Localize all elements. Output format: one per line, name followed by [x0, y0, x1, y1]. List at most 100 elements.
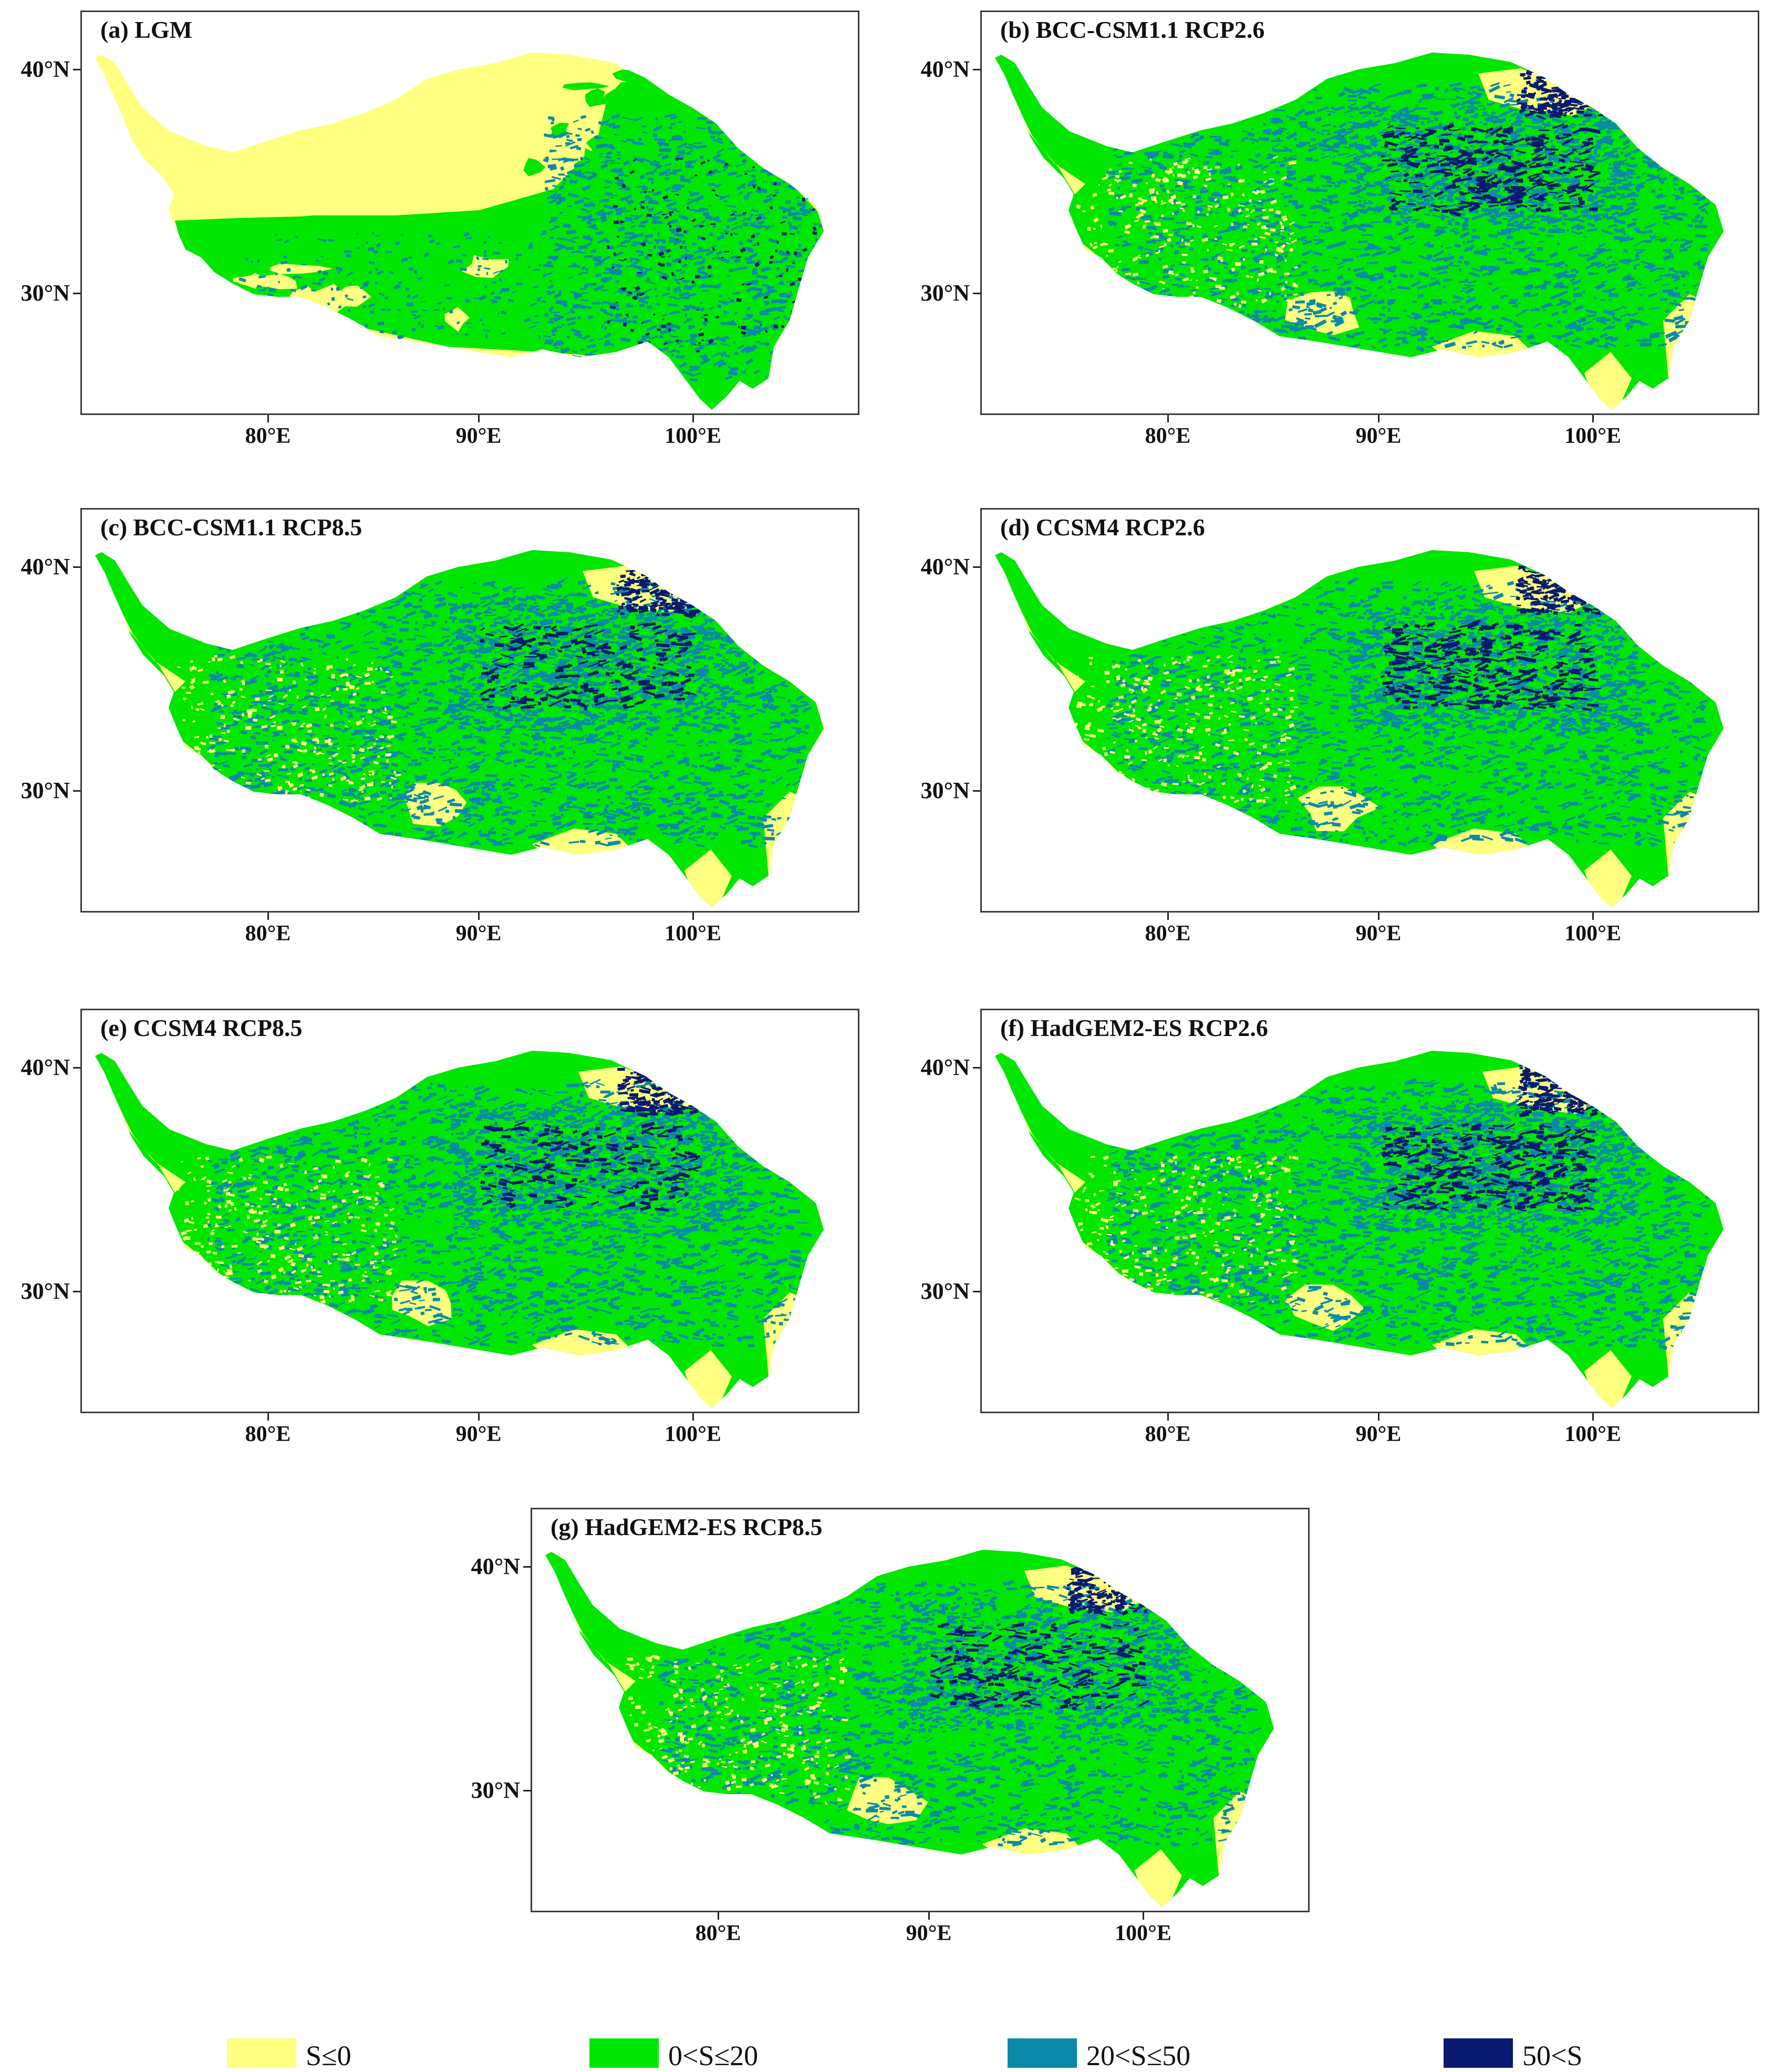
- blue-speckle: [1459, 195, 1466, 198]
- blue-speckle: [1376, 247, 1382, 251]
- blue-speckle: [1415, 104, 1419, 107]
- yellow-speckle: [1105, 255, 1108, 257]
- blue-speckle: [746, 248, 754, 253]
- blue-speckle: [1603, 179, 1606, 182]
- blue-speckle: [1200, 204, 1210, 208]
- blue-speckle: [1327, 148, 1339, 153]
- blue-speckle: [1471, 267, 1482, 272]
- blue-speckle: [1477, 305, 1482, 310]
- blue-speckle: [734, 222, 738, 225]
- blue-speckle: [1156, 232, 1163, 236]
- navy-speckle: [769, 255, 774, 260]
- blue-speckle: [662, 292, 670, 297]
- blue-speckle: [724, 354, 730, 358]
- blue-speckle: [742, 159, 747, 163]
- blue-speckle: [372, 232, 375, 235]
- blue-speckle: [1248, 158, 1259, 163]
- blue-speckle: [359, 715, 365, 718]
- blue-speckle: [1321, 153, 1325, 156]
- blue-speckle: [733, 352, 739, 355]
- blue-speckle: [1674, 330, 1684, 336]
- navy-speckle: [756, 242, 760, 246]
- blue-speckle: [1137, 245, 1144, 251]
- blue-speckle: [1134, 170, 1138, 173]
- blue-speckle: [1529, 250, 1534, 254]
- blue-speckle: [620, 239, 628, 245]
- yellow-speckle: [1215, 284, 1221, 288]
- blue-speckle: [672, 169, 682, 173]
- blue-speckle: [666, 201, 677, 208]
- blue-speckle: [750, 223, 761, 229]
- yellow-speckle: [1189, 295, 1194, 299]
- blue-speckle: [673, 286, 681, 292]
- blue-speckle: [699, 764, 704, 768]
- blue-speckle: [455, 259, 463, 263]
- yellow-speckle: [1116, 266, 1119, 268]
- blue-speckle: [1271, 148, 1278, 152]
- blue-speckle: [437, 302, 442, 305]
- blue-speckle: [1644, 240, 1652, 243]
- blue-speckle: [1469, 86, 1480, 89]
- blue-speckle: [693, 142, 703, 144]
- blue-speckle: [1605, 335, 1613, 340]
- blue-speckle: [579, 172, 586, 176]
- blue-speckle: [1107, 220, 1117, 226]
- yellow-speckle: [1222, 195, 1229, 200]
- blue-speckle: [686, 198, 697, 206]
- blue-speckle: [385, 251, 393, 253]
- blue-speckle: [584, 255, 593, 258]
- blue-speckle: [1383, 328, 1393, 335]
- blue-speckle: [1289, 230, 1292, 231]
- blue-speckle: [697, 117, 707, 120]
- blue-speckle: [570, 236, 579, 240]
- blue-speckle: [1623, 233, 1627, 236]
- navy-speckle: [765, 329, 768, 333]
- navy-streak: [1501, 163, 1505, 167]
- yellow-patch: [265, 298, 304, 324]
- blue-speckle: [764, 375, 767, 378]
- blue-speckle: [1414, 328, 1417, 331]
- blue-speckle: [688, 176, 694, 181]
- blue-speckle: [1508, 302, 1517, 304]
- blue-speckle: [1609, 292, 1619, 298]
- blue-speckle: [1606, 208, 1611, 213]
- blue-speckle: [1373, 322, 1377, 324]
- blue-speckle: [1255, 237, 1260, 242]
- blue-speckle: [1569, 278, 1575, 283]
- blue-speckle: [1517, 120, 1524, 123]
- yellow-patch: [339, 285, 371, 307]
- blue-speckle: [1437, 282, 1440, 286]
- blue-speckle: [1275, 132, 1282, 135]
- blue-speckle: [375, 623, 378, 625]
- blue-speckle: [571, 310, 575, 314]
- blue-speckle: [796, 792, 806, 796]
- blue-speckle: [606, 151, 613, 156]
- blue-speckle: [1691, 219, 1696, 221]
- blue-speckle: [538, 263, 542, 266]
- blue-speckle: [1408, 200, 1414, 203]
- navy-speckle: [746, 283, 752, 286]
- blue-speckle: [681, 263, 688, 268]
- blue-speckle: [1409, 329, 1417, 334]
- blue-speckle: [717, 234, 725, 241]
- yellow-speckle: [1118, 210, 1123, 213]
- navy-streak: [1382, 159, 1391, 162]
- blue-speckle: [1122, 267, 1130, 272]
- blue-speckle: [1442, 285, 1447, 289]
- blue-speckle: [562, 177, 566, 182]
- blue-speckle: [1655, 193, 1664, 199]
- blue-speckle: [763, 197, 773, 204]
- blue-speckle: [1673, 239, 1679, 242]
- blue-speckle: [1466, 239, 1475, 244]
- blue-speckle: [652, 216, 661, 220]
- blue-speckle: [1179, 273, 1186, 277]
- blue-speckle: [315, 260, 320, 263]
- blue-speckle: [1273, 214, 1281, 218]
- blue-speckle: [574, 163, 585, 168]
- blue-speckle: [544, 187, 549, 191]
- blue-speckle: [1369, 87, 1381, 94]
- blue-speckle: [1417, 285, 1428, 290]
- blue-speckle: [667, 286, 671, 291]
- blue-speckle: [1416, 345, 1424, 351]
- navy-speckle: [776, 241, 779, 244]
